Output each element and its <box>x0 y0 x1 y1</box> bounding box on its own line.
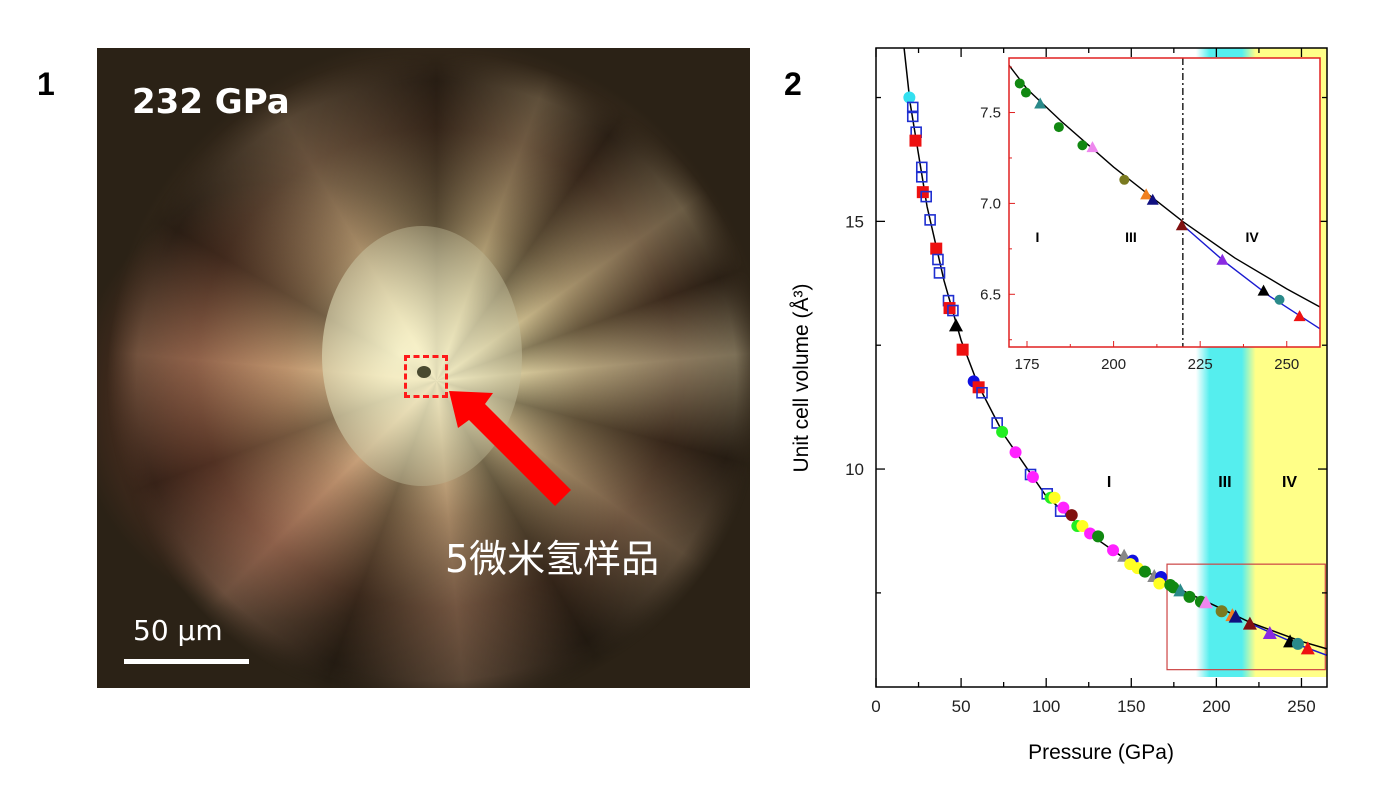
inset-y-tick-label: 6.5 <box>980 286 1001 303</box>
data-point <box>991 417 1003 429</box>
data-point <box>906 110 919 123</box>
red-arrow-icon <box>449 391 571 506</box>
phase-label: I <box>1107 474 1111 491</box>
inset-data-point <box>1077 140 1088 151</box>
pressure-label: 232 GPa <box>132 82 290 122</box>
x-tick-label: 0 <box>871 697 880 716</box>
inset-data-point <box>1020 87 1031 98</box>
data-point <box>947 304 959 317</box>
phase-label: III <box>1218 474 1231 491</box>
data-point <box>906 101 919 114</box>
data-point <box>1242 616 1257 630</box>
x-tick-label: 150 <box>1117 697 1145 716</box>
inset-data-point <box>1293 310 1306 322</box>
main-zoom-box <box>1166 563 1326 671</box>
x-tick-label: 250 <box>1287 697 1315 716</box>
data-point <box>1026 470 1039 483</box>
inset-data-point <box>1086 141 1099 153</box>
inset-data-point <box>1216 253 1229 265</box>
inset-phase-label: IV <box>1246 229 1260 245</box>
data-point <box>1057 501 1070 514</box>
data-point <box>933 267 946 279</box>
data-point <box>924 214 936 226</box>
data-point <box>1183 590 1196 603</box>
panel-label-1: 1 <box>37 66 55 102</box>
inset-data-point <box>1140 188 1153 200</box>
x-tick-label: 50 <box>952 697 971 716</box>
data-point <box>1167 581 1180 594</box>
inset-phase-label: I <box>1035 229 1039 245</box>
inset-x-tick-label: 250 <box>1274 356 1299 373</box>
data-point <box>1107 544 1120 557</box>
data-point <box>1198 595 1213 609</box>
data-point <box>1048 491 1061 504</box>
data-point <box>1228 609 1243 623</box>
inset-data-point <box>1175 219 1188 231</box>
x-tick-label: 200 <box>1202 697 1230 716</box>
data-point <box>903 91 916 104</box>
data-point <box>920 190 933 203</box>
phase-label: IV <box>1282 474 1297 491</box>
data-point <box>1291 637 1304 650</box>
sample-highlight-box <box>404 355 448 398</box>
inset-phase-label: III <box>1125 229 1137 245</box>
data-point <box>976 386 988 399</box>
data-point <box>932 253 944 266</box>
inset-y-tick-label: 7.5 <box>980 105 1001 122</box>
scale-bar-label: 50 µm <box>133 614 223 647</box>
zoom-box <box>1166 563 1326 671</box>
hydrogen-sample <box>417 366 431 378</box>
main-phase-labels: I III IV <box>1107 474 1298 491</box>
data-point <box>1153 577 1166 590</box>
inset-background <box>1009 58 1320 347</box>
data-point <box>948 318 963 332</box>
x-tick-label: 100 <box>1032 697 1060 716</box>
y-tick-label: 10 <box>845 460 864 479</box>
main-data-points <box>903 91 1315 655</box>
inset-x-tick-label: 175 <box>1014 356 1039 373</box>
inset-data-point <box>1274 294 1285 305</box>
inset-x-tick-label: 225 <box>1188 356 1213 373</box>
inset-frame <box>1008 57 1321 348</box>
data-point <box>1215 605 1228 618</box>
inset-data-point <box>1053 122 1064 133</box>
data-point <box>996 425 1009 438</box>
inset-data-point <box>1034 97 1047 109</box>
data-point <box>1262 626 1277 640</box>
data-point <box>1300 641 1315 655</box>
data-point <box>943 302 956 315</box>
data-point <box>1173 583 1188 597</box>
inset-fit-line-1 <box>1182 224 1321 330</box>
inset-data-point <box>1146 193 1159 205</box>
micrograph-photo: 232 GPa 5微米氢样品 50 µm <box>97 48 750 688</box>
main-axes: 0 50 100 150 200 250 10 15 <box>845 47 1328 716</box>
inset-data-point <box>1257 284 1270 296</box>
scale-bar <box>124 659 249 664</box>
data-point <box>915 170 928 183</box>
data-point <box>1076 520 1089 533</box>
x-axis-label: Pressure (GPa) <box>1028 741 1174 764</box>
inset-x-tick-label: 200 <box>1101 356 1126 373</box>
inset-data-point <box>1014 78 1025 89</box>
plot-frame <box>875 47 1328 688</box>
inset-data-point <box>1119 174 1130 185</box>
y-axis-label: Unit cell volume (Å³) <box>790 283 813 472</box>
data-point <box>1138 565 1151 578</box>
data-point <box>956 343 969 356</box>
inset-y-tick-label: 7.0 <box>980 195 1001 212</box>
sample-label: 5微米氢样品 <box>445 537 660 581</box>
data-point <box>1009 446 1022 459</box>
data-point <box>909 134 922 147</box>
data-point <box>1065 509 1078 522</box>
data-point <box>1092 530 1105 543</box>
y-tick-label: 15 <box>845 212 864 231</box>
data-point <box>930 242 943 255</box>
panel-label-2: 2 <box>784 66 802 102</box>
